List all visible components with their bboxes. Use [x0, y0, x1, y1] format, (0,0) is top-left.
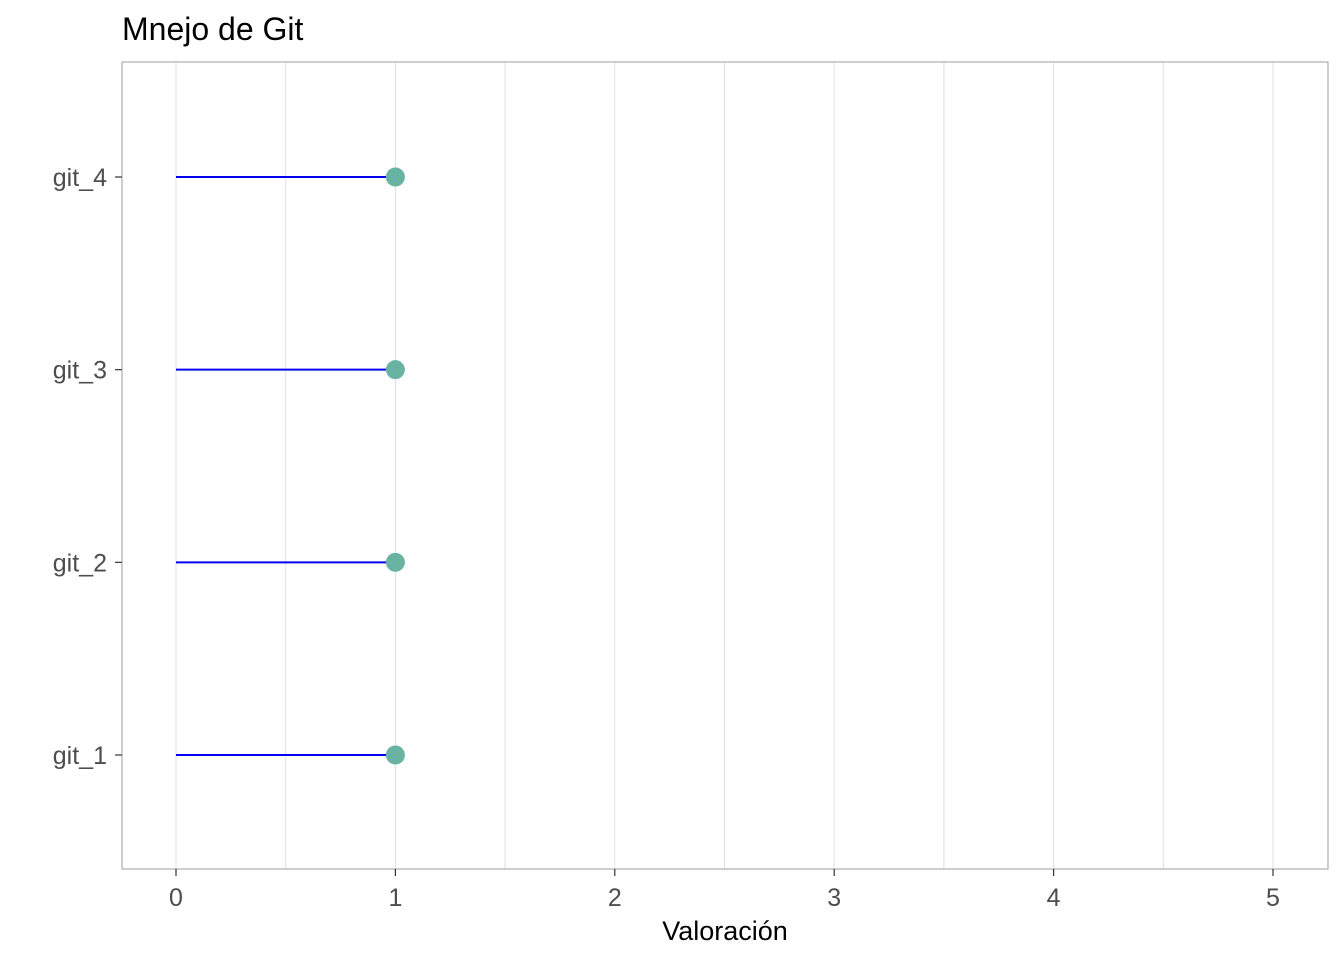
x-axis-title: Valoración — [662, 916, 788, 946]
axis-ticks — [115, 176, 1274, 876]
y-tick-label: git_1 — [53, 742, 107, 770]
lollipop-point — [385, 552, 405, 572]
x-axis-tick-labels: 0 1 2 3 4 5 — [169, 884, 1280, 912]
grid-lines — [175, 62, 1274, 869]
lollipop-point — [385, 745, 405, 765]
lollipop-stems — [176, 176, 396, 756]
lollipop-point — [385, 360, 405, 380]
panel-border — [121, 61, 1329, 870]
x-tick-label: 3 — [827, 884, 841, 912]
chart-title: Mnejo de Git — [122, 11, 304, 47]
y-tick-label: git_2 — [53, 549, 107, 577]
x-tick-label: 5 — [1266, 884, 1280, 912]
x-tick-label: 4 — [1047, 884, 1061, 912]
x-tick-label: 2 — [608, 884, 622, 912]
x-tick-label: 0 — [169, 884, 183, 912]
y-tick-label: git_3 — [53, 357, 107, 385]
y-tick-label: git_4 — [53, 164, 107, 192]
lollipop-points — [385, 167, 405, 765]
x-tick-label: 1 — [388, 884, 402, 912]
y-axis-tick-labels: git_1 git_2 git_3 git_4 — [53, 164, 107, 770]
lollipop-point — [385, 167, 405, 187]
